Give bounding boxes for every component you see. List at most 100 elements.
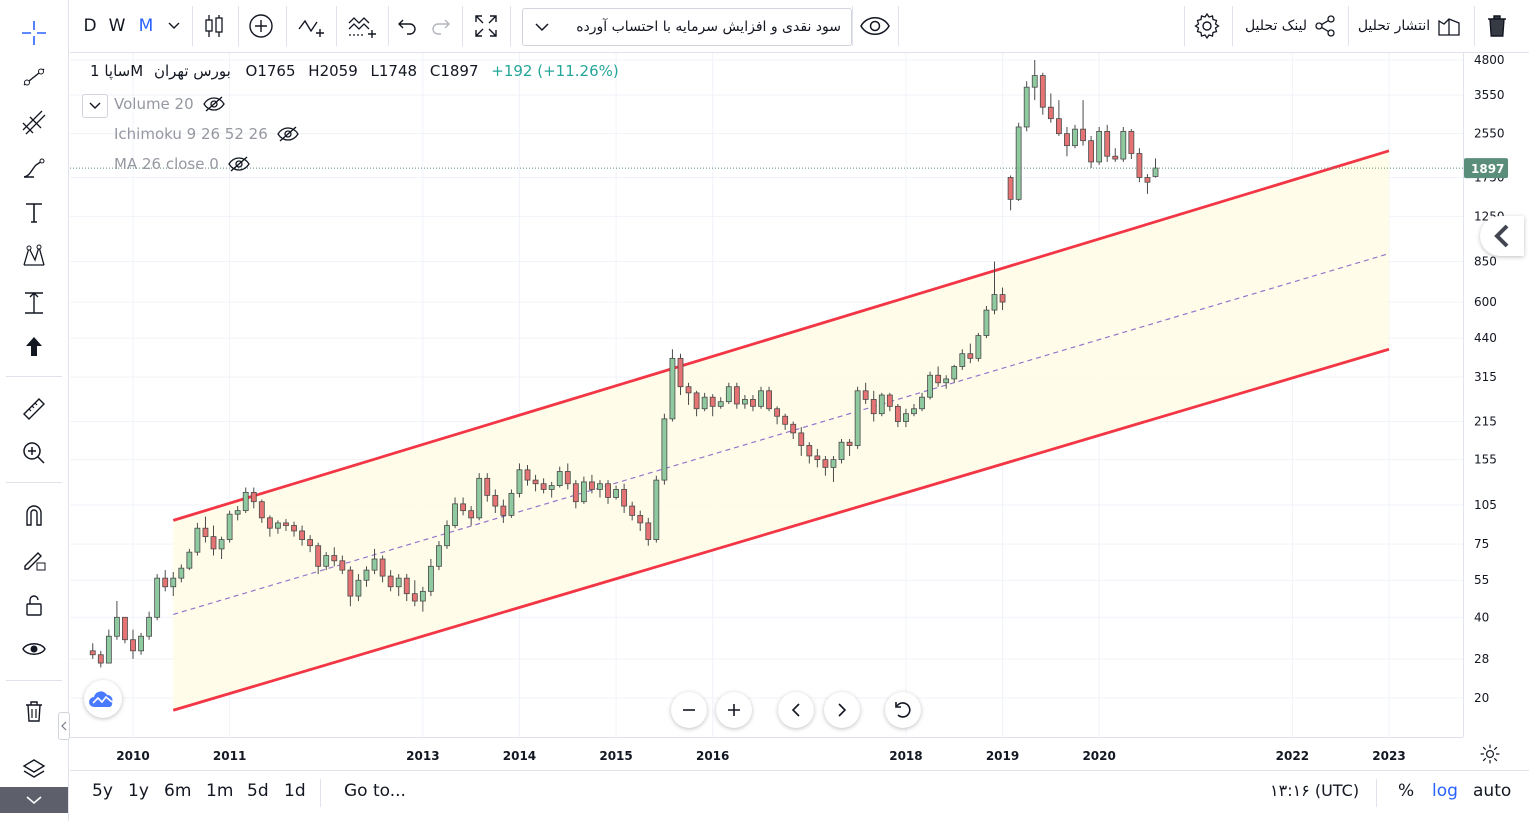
candle <box>130 629 136 659</box>
candle <box>291 521 297 537</box>
range-5y-button[interactable]: 5y <box>92 781 113 801</box>
candle <box>1128 129 1135 160</box>
measure-range-icon[interactable] <box>14 284 54 322</box>
indicators-icon[interactable] <box>292 8 332 44</box>
candle <box>548 481 555 498</box>
toolbar-collapse-button[interactable] <box>0 787 68 813</box>
settings-gear-icon[interactable] <box>1188 8 1226 44</box>
interval-d-button[interactable]: D <box>83 16 97 36</box>
candle <box>862 382 869 404</box>
candle <box>878 392 885 417</box>
price-tick-label: 4800 <box>1474 53 1505 67</box>
candle-body <box>250 491 257 503</box>
time-axis[interactable]: 2010 2011 2013 2014 2015 2016 2018 2019 2020 2022… <box>70 737 1463 770</box>
price-chart-svg[interactable] <box>70 53 1463 737</box>
auto-scale-toggle[interactable]: auto <box>1473 781 1512 801</box>
indicator-ma[interactable]: MA 26 close 0 <box>114 155 251 173</box>
candle <box>830 455 837 482</box>
templates-icon[interactable] <box>342 8 382 44</box>
visibility-eye-icon[interactable] <box>854 8 896 44</box>
redo-icon[interactable] <box>426 8 456 44</box>
brush-icon[interactable] <box>14 150 54 188</box>
left-panel-collapse-handle[interactable] <box>58 712 70 740</box>
candle-body <box>540 483 547 490</box>
range-1d-button[interactable]: 1d <box>284 781 306 801</box>
range-6m-button[interactable]: 6m <box>164 781 192 801</box>
candle <box>951 364 958 383</box>
fib-retracement-icon[interactable] <box>14 104 54 142</box>
candle-body <box>564 471 571 485</box>
price-axis[interactable]: 2028405575105155215315440600850125017502… <box>1463 53 1529 737</box>
chart-title-dropdown[interactable]: سود نقدی و افزایش سرمایه با احتساب آورده <box>522 8 852 46</box>
candle-body <box>258 501 265 519</box>
candle-body <box>999 294 1006 303</box>
scroll-right-button[interactable] <box>824 692 860 728</box>
trash-icon[interactable] <box>14 692 54 730</box>
percent-scale-toggle[interactable]: % <box>1398 781 1415 801</box>
candle-body <box>299 530 305 540</box>
eye-hidden-icon[interactable] <box>202 95 226 113</box>
candle-body <box>460 503 467 512</box>
candle <box>774 406 781 425</box>
candle <box>331 547 338 567</box>
zoom-in-button[interactable] <box>716 692 752 728</box>
candle <box>605 480 611 504</box>
candle-body <box>347 569 354 597</box>
reset-chart-button[interactable] <box>885 692 921 728</box>
crosshair-icon[interactable] <box>14 14 54 52</box>
publish-analysis-button[interactable]: انتشار تحلیل <box>1352 8 1468 44</box>
arrow-up-icon[interactable] <box>14 328 54 366</box>
lock-icon[interactable] <box>14 586 54 624</box>
interval-w-button[interactable]: W <box>108 16 126 36</box>
candle <box>983 306 990 339</box>
text-tool-icon[interactable] <box>14 194 54 232</box>
zoom-out-button[interactable] <box>671 692 707 728</box>
layers-icon[interactable] <box>14 750 54 788</box>
eye-hidden-icon[interactable] <box>276 125 300 143</box>
axis-settings-gear-icon[interactable] <box>1478 742 1504 766</box>
magnet-icon[interactable] <box>14 496 54 534</box>
indicator-ichimoku[interactable]: Ichimoku 9 26 52 26 <box>114 125 300 143</box>
range-1y-button[interactable]: 1y <box>128 781 149 801</box>
channel-upper-line <box>172 149 1390 522</box>
stay-in-drawing-mode-icon[interactable] <box>14 540 54 578</box>
logo-badge[interactable] <box>84 680 122 718</box>
channel-median-line <box>173 253 1390 616</box>
eye-icon[interactable] <box>14 630 54 668</box>
candles-chart-type-icon[interactable] <box>198 8 230 44</box>
candle-body <box>105 635 112 664</box>
trend-line-icon[interactable] <box>14 58 54 96</box>
candle-body <box>983 309 990 336</box>
indicator-volume[interactable]: Volume 20 <box>114 95 226 113</box>
analysis-link-button[interactable]: لینک تحلیل <box>1238 8 1344 44</box>
candle <box>693 390 700 417</box>
compare-add-symbol-icon[interactable] <box>244 8 278 44</box>
candle-body <box>1112 155 1119 160</box>
ruler-icon[interactable] <box>14 390 54 428</box>
symbol-name[interactable]: ساپا <box>104 62 131 80</box>
chart-pane[interactable] <box>70 53 1463 737</box>
pattern-icon[interactable] <box>14 238 54 276</box>
eye-hidden-icon[interactable] <box>227 155 251 173</box>
legend-collapse-button[interactable] <box>82 94 108 118</box>
range-5d-button[interactable]: 5d <box>247 781 269 801</box>
delete-trash-icon[interactable] <box>1480 8 1514 44</box>
utc-clock[interactable]: ۱۳:۱۶ (UTC) <box>1270 781 1360 800</box>
candle-body <box>862 390 869 400</box>
log-scale-toggle[interactable]: log <box>1432 781 1458 801</box>
goto-date-button[interactable]: Go to... <box>344 781 406 801</box>
candle <box>540 478 547 494</box>
time-tick-label: 2020 <box>1082 749 1115 763</box>
candle-body <box>741 399 748 405</box>
range-1m-button[interactable]: 1m <box>206 781 234 801</box>
interval-dropdown-chevron-icon[interactable] <box>164 8 184 44</box>
scroll-left-button[interactable] <box>778 692 814 728</box>
candle-body <box>621 489 628 507</box>
fullscreen-icon[interactable] <box>468 8 504 44</box>
zoom-in-icon[interactable] <box>14 434 54 472</box>
right-panel-toggle[interactable] <box>1480 216 1524 256</box>
interval-m-button[interactable]: M <box>138 16 154 36</box>
undo-icon[interactable] <box>392 8 422 44</box>
candle-body <box>806 445 813 457</box>
candle-body <box>572 483 579 503</box>
